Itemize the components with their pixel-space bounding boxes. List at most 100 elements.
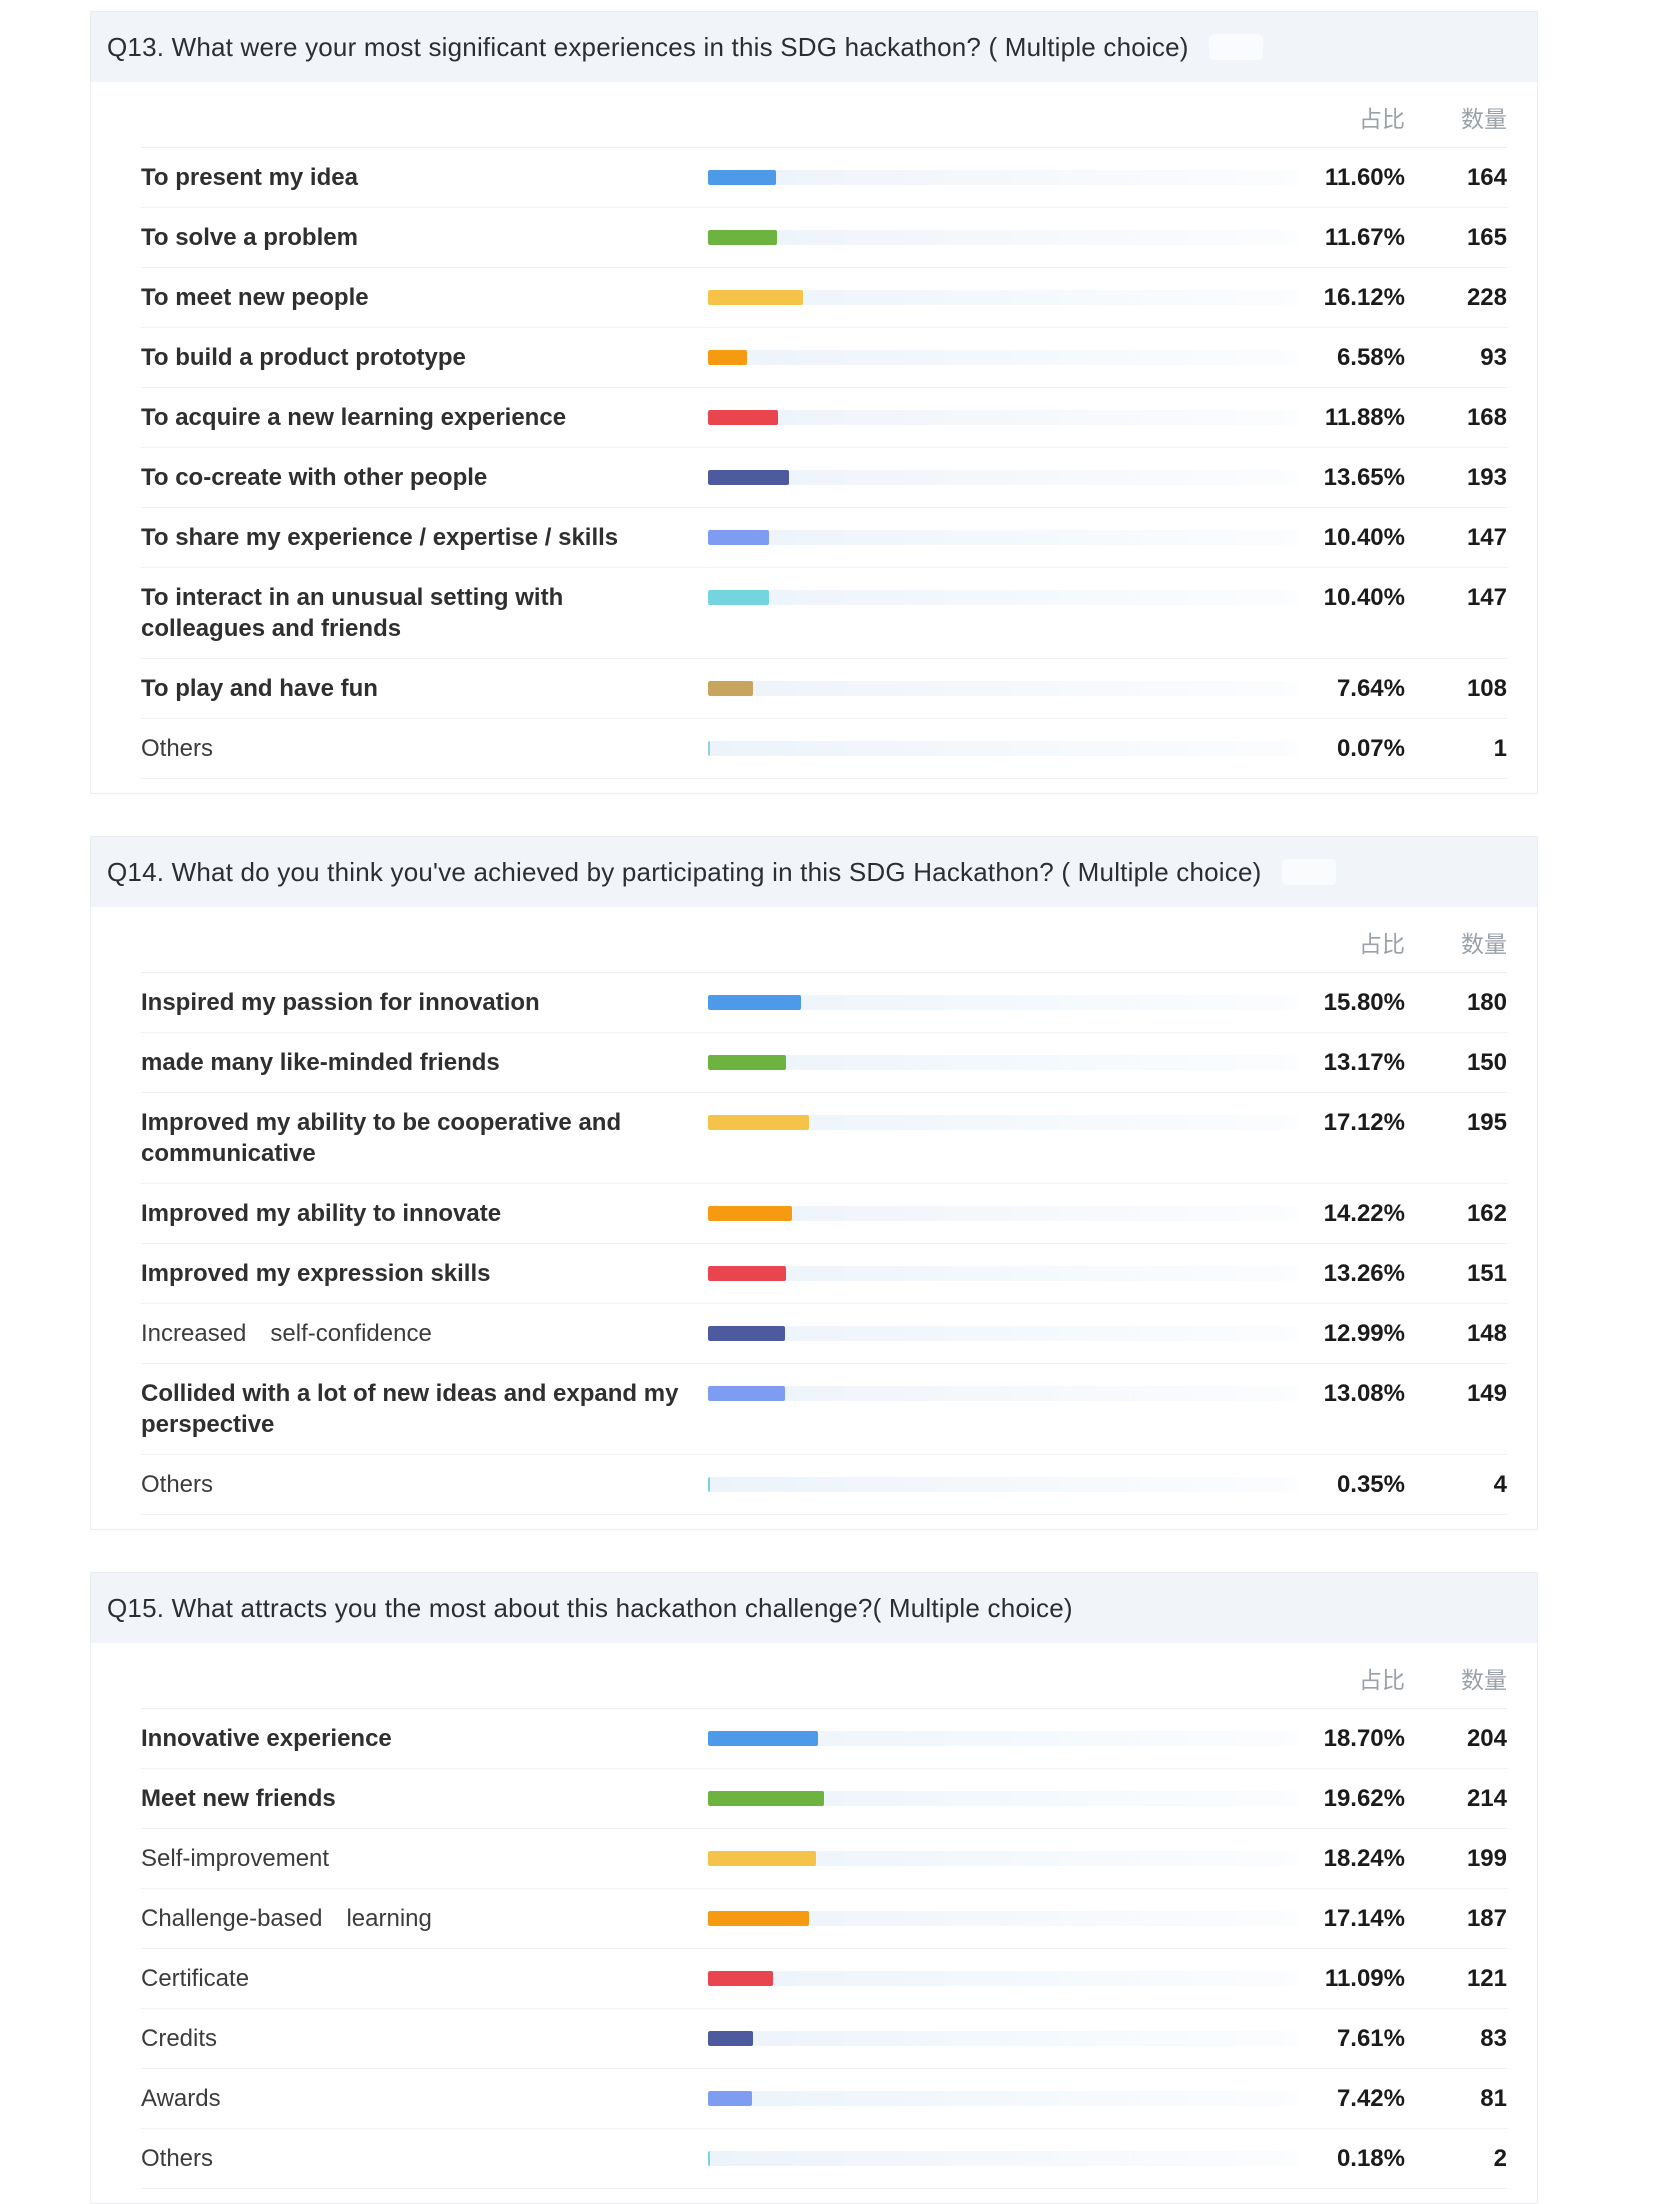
- row-percent: 15.80%: [1323, 989, 1405, 1016]
- row-percent: 0.35%: [1336, 1471, 1405, 1498]
- row-label: Self-improvement: [141, 1845, 330, 1872]
- panel-header: Q14. What do you think you've achieved b…: [91, 837, 1537, 907]
- bar-cell: [708, 1107, 1298, 1130]
- row-count: 93: [1480, 344, 1507, 371]
- bar-track: [708, 1206, 1298, 1221]
- panel-header: Q13. What were your most significant exp…: [91, 12, 1537, 82]
- bar-fill: [708, 1266, 787, 1281]
- bar-cell: [708, 1318, 1298, 1341]
- row-percent: 0.18%: [1336, 2145, 1405, 2172]
- row-label: To solve a problem: [141, 224, 358, 251]
- row-percent: 10.40%: [1323, 584, 1405, 611]
- bar-fill: [708, 1326, 785, 1341]
- bar-cell: [708, 462, 1298, 485]
- row-label: To present my idea: [141, 164, 358, 191]
- row-label: Others: [141, 735, 214, 762]
- row-percent: 11.67%: [1324, 224, 1405, 251]
- column-header-count: 数量: [1461, 931, 1507, 957]
- row-label: Improved my expression skills: [141, 1260, 491, 1287]
- bar-track: [708, 530, 1298, 545]
- question-panel: Q14. What do you think you've achieved b…: [90, 836, 1538, 1530]
- table-row: To play and have fun 7.64% 108: [141, 659, 1507, 719]
- row-percent: 13.08%: [1323, 1380, 1405, 1407]
- row-percent: 18.24%: [1323, 1845, 1405, 1872]
- bar-fill: [708, 1851, 816, 1866]
- row-count: 1: [1493, 735, 1507, 762]
- table-row: Challenge-based learning 17.14% 187: [141, 1889, 1507, 1949]
- bar-fill: [708, 1206, 792, 1221]
- row-label: Improved my ability to innovate: [141, 1200, 502, 1227]
- rows-container: To present my idea 11.60% 164 To solve a…: [141, 148, 1507, 779]
- row-percent: 13.17%: [1323, 1049, 1405, 1076]
- row-label: Meet new friends: [141, 1785, 336, 1812]
- column-header-count: 数量: [1461, 106, 1507, 132]
- row-label: To share my experience / expertise / ski…: [141, 524, 619, 551]
- row-percent: 10.40%: [1323, 524, 1405, 551]
- bar-fill: [708, 470, 789, 485]
- table-row: To acquire a new learning experience 11.…: [141, 388, 1507, 448]
- faded-watermark: [1208, 34, 1263, 60]
- row-count: 147: [1466, 524, 1507, 551]
- column-header-ratio: 占比: [1359, 106, 1405, 132]
- table-row: To meet new people 16.12% 228: [141, 268, 1507, 328]
- row-count: 2: [1493, 2145, 1507, 2172]
- table-row: Improved my ability to innovate 14.22% 1…: [141, 1184, 1507, 1244]
- row-percent: 14.22%: [1323, 1200, 1405, 1227]
- table-row: Others 0.35% 4: [141, 1455, 1507, 1515]
- row-count: 150: [1466, 1049, 1507, 1076]
- table-row: Others 0.07% 1: [141, 719, 1507, 779]
- bar-fill: [708, 530, 770, 545]
- row-label: To co-create with other people: [141, 464, 488, 491]
- bar-track: [708, 410, 1298, 425]
- table-row: Inspired my passion for innovation 15.80…: [141, 973, 1507, 1033]
- row-count: 147: [1466, 584, 1507, 611]
- bar-track: [708, 1731, 1298, 1746]
- row-count: 164: [1466, 164, 1507, 191]
- bar-track: [708, 1386, 1298, 1401]
- bar-cell: [708, 282, 1298, 305]
- column-headers: 占比 数量: [141, 82, 1507, 148]
- bar-fill: [708, 741, 710, 756]
- bar-track: [708, 170, 1298, 185]
- bar-cell: [708, 1047, 1298, 1070]
- bar-track: [708, 1851, 1298, 1866]
- column-headers: 占比 数量: [141, 907, 1507, 973]
- bar-cell: [708, 1469, 1298, 1492]
- bar-track: [708, 290, 1298, 305]
- row-label: Innovative experience: [141, 1725, 392, 1752]
- bar-track: [708, 2151, 1298, 2166]
- bar-track: [708, 741, 1298, 756]
- bar-cell: [708, 987, 1298, 1010]
- panel-header: Q15. What attracts you the most about th…: [91, 1573, 1537, 1643]
- bar-track: [708, 2091, 1298, 2106]
- column-headers: 占比 数量: [141, 1643, 1507, 1709]
- panel-body: 占比 数量 To present my idea 11.60% 164 To s…: [91, 82, 1537, 793]
- bar-cell: [708, 1783, 1298, 1806]
- question-panels: Q13. What were your most significant exp…: [90, 11, 1653, 2204]
- bar-fill: [708, 350, 747, 365]
- row-count: 151: [1466, 1260, 1507, 1287]
- bar-cell: [708, 1903, 1298, 1926]
- row-count: 81: [1480, 2085, 1507, 2112]
- column-header-spacer: [708, 1665, 1298, 1673]
- bar-track: [708, 1326, 1298, 1341]
- bar-fill: [708, 1477, 711, 1492]
- bar-fill: [708, 1115, 809, 1130]
- row-percent: 19.62%: [1323, 1785, 1405, 1812]
- row-percent: 7.64%: [1336, 675, 1405, 702]
- bar-fill: [708, 1791, 824, 1806]
- panel-title: Q13. What were your most significant exp…: [107, 31, 1189, 62]
- bar-cell: [708, 673, 1298, 696]
- bar-cell: [708, 1378, 1298, 1401]
- row-percent: 7.61%: [1336, 2025, 1405, 2052]
- row-count: 193: [1466, 464, 1507, 491]
- bar-cell: [708, 162, 1298, 185]
- bar-fill: [708, 2031, 753, 2046]
- panel-body: 占比 数量 Inspired my passion for innovation…: [91, 907, 1537, 1529]
- row-label: Others: [141, 2145, 214, 2172]
- row-percent: 13.26%: [1323, 1260, 1405, 1287]
- faded-watermark: [1281, 859, 1336, 885]
- row-count: 180: [1466, 989, 1507, 1016]
- row-percent: 6.58%: [1336, 344, 1405, 371]
- table-row: Awards 7.42% 81: [141, 2069, 1507, 2129]
